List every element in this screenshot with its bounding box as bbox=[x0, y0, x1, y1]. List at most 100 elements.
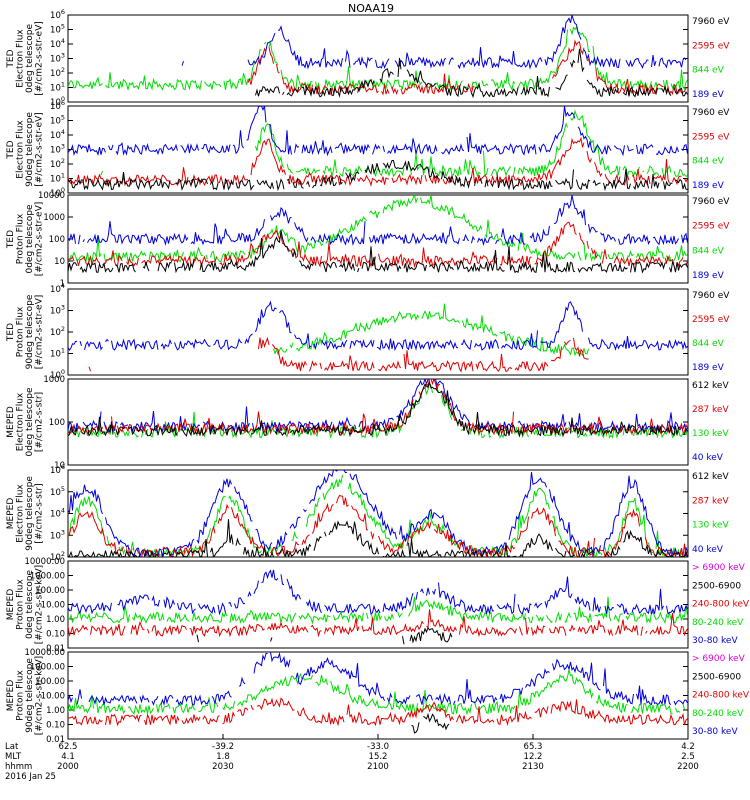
y-tick-label: 10000.00 bbox=[24, 648, 65, 658]
series-black bbox=[197, 628, 683, 645]
legend-entry: 844 eV bbox=[692, 339, 725, 349]
y-tick-label: 101 bbox=[50, 172, 65, 185]
y-tick-label: 105 bbox=[50, 23, 65, 36]
series-black bbox=[255, 48, 688, 99]
y-tick-label: 1.00 bbox=[46, 615, 65, 625]
x-tick-label: 65.3 bbox=[524, 742, 543, 752]
series-black bbox=[68, 160, 688, 192]
x-tick-label: 2030 bbox=[212, 762, 234, 772]
x-tick-label: -33.0 bbox=[367, 742, 389, 752]
panel-frame bbox=[67, 651, 689, 740]
y-tick-label: 103 bbox=[50, 52, 65, 65]
series-red bbox=[68, 494, 688, 557]
series-red bbox=[68, 221, 688, 269]
x-tick-label: 1.8 bbox=[216, 752, 230, 762]
legend-entry: 287 keV bbox=[692, 405, 729, 415]
y-axis-label: MEPEDProton Flux90deg telescope[#/cm2-s-… bbox=[6, 656, 45, 735]
x-tick-label: 4.1 bbox=[61, 752, 75, 762]
legend-entry: 80-240 keV bbox=[692, 618, 744, 628]
panel-5: 1000 100 10 MEPEDElectron Flux0deg telescop… bbox=[6, 375, 729, 471]
y-axis-label: TEDProton Flux90deg telescope[#/cm2-s-st… bbox=[6, 294, 45, 369]
x-tick-label: 2130 bbox=[522, 762, 544, 772]
legend-entry: 287 keV bbox=[692, 496, 729, 506]
y-tick-label: 102 bbox=[50, 550, 65, 563]
panel-frame bbox=[67, 378, 689, 466]
legend-entry: 2595 eV bbox=[692, 41, 730, 51]
y-tick-label: 106 bbox=[50, 463, 65, 476]
y-tick-label: 100 bbox=[50, 186, 65, 199]
y-tick-label: 105 bbox=[50, 114, 65, 127]
x-tick-label: 2.5 bbox=[681, 752, 695, 762]
y-tick-label: 101 bbox=[50, 347, 65, 360]
y-tick-label: 0.01 bbox=[46, 735, 65, 745]
legend-entry: 30-80 keV bbox=[692, 636, 738, 646]
x-row-label: hhmm bbox=[5, 762, 32, 772]
panel-3: 10000 1000 100 10 1 TEDProton Flux0deg telesc… bbox=[6, 191, 730, 289]
legend-entry: 7960 eV bbox=[692, 17, 730, 27]
x-row-label: MLT bbox=[5, 752, 22, 762]
panel-4: 104 103 102 101 100 TEDProton Flux90deg teles… bbox=[6, 282, 730, 381]
x-tick-label: 2100 bbox=[367, 762, 389, 772]
legend-entry: 7960 eV bbox=[692, 291, 730, 301]
legend-entry: 40 keV bbox=[692, 545, 724, 555]
date-label: 2016 Jan 25 bbox=[5, 772, 56, 782]
series-red bbox=[68, 379, 688, 436]
series-green bbox=[68, 474, 687, 557]
legend-entry: 844 eV bbox=[692, 246, 725, 256]
y-tick-label: 10.00 bbox=[41, 692, 65, 702]
legend-entry: 844 eV bbox=[692, 66, 725, 76]
series-black bbox=[68, 519, 688, 557]
y-tick-label: 103 bbox=[50, 304, 65, 317]
series-blue bbox=[68, 569, 688, 616]
y-tick-label: 10 bbox=[54, 461, 65, 471]
y-tick-label: 105 bbox=[50, 485, 65, 498]
y-tick-label: 106 bbox=[50, 99, 65, 112]
x-tick-label: -39.2 bbox=[212, 742, 234, 752]
y-tick-label: 103 bbox=[50, 528, 65, 541]
x-tick-label: 2000 bbox=[57, 762, 79, 772]
y-tick-label: 106 bbox=[50, 8, 65, 21]
series-red bbox=[68, 697, 688, 727]
series-green bbox=[100, 109, 688, 178]
legend-entry: 130 keV bbox=[692, 521, 729, 531]
legend-entry: 130 keV bbox=[692, 429, 729, 439]
series-red bbox=[68, 609, 688, 638]
legend-entry: 7960 eV bbox=[692, 108, 730, 118]
y-axis-label: MEPEDElectron Flux90deg telescope[#/cm2-… bbox=[6, 476, 45, 551]
series-blue bbox=[68, 300, 688, 352]
legend-entry: 80-240 keV bbox=[692, 709, 744, 719]
y-axis-label: TEDElectron Flux0deg telescope[#/cm2-s-s… bbox=[6, 21, 45, 96]
y-tick-label: 0.01 bbox=[46, 644, 65, 654]
x-tick-label: 12.2 bbox=[524, 752, 543, 762]
y-tick-label: 0.10 bbox=[46, 721, 65, 731]
series-blue bbox=[68, 195, 688, 247]
y-tick-label: 10000.00 bbox=[24, 557, 65, 567]
y-tick-label: 100.00 bbox=[35, 586, 65, 596]
y-tick-label: 1000.00 bbox=[30, 663, 65, 673]
y-tick-label: 0.10 bbox=[46, 630, 65, 640]
legend-entry: 844 eV bbox=[692, 157, 725, 167]
y-tick-label: 104 bbox=[50, 507, 65, 520]
legend-entry: 240-800 keV bbox=[692, 691, 750, 701]
y-tick-label: 103 bbox=[50, 143, 65, 156]
series-blue bbox=[181, 15, 687, 70]
panel-7: 10000.00 1000.00 100.00 10.00 1.00 0.10 0.01ME… bbox=[6, 557, 750, 654]
series-green bbox=[68, 670, 688, 714]
y-tick-label: 102 bbox=[50, 66, 65, 79]
series-blue bbox=[68, 106, 688, 157]
panel-frame bbox=[67, 288, 689, 376]
y-tick-label: 104 bbox=[50, 128, 65, 141]
chart-title: NOAA19 bbox=[348, 2, 394, 15]
legend-entry: 612 keV bbox=[692, 381, 729, 391]
y-tick-label: 1.00 bbox=[46, 706, 65, 716]
series-blue bbox=[68, 379, 688, 434]
y-tick-label: 100 bbox=[50, 368, 65, 381]
legend-entry: 40 keV bbox=[692, 453, 724, 463]
y-tick-label: 101 bbox=[50, 81, 65, 94]
x-tick-label: 62.5 bbox=[59, 742, 78, 752]
